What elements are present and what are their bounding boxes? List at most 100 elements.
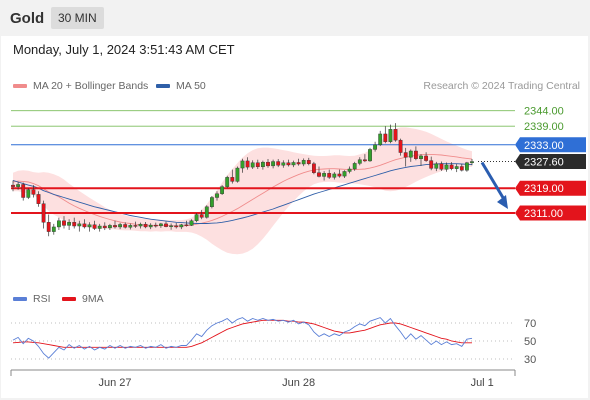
rsi-ma-swatch	[62, 297, 76, 301]
candle-body	[194, 214, 199, 221]
candle-body	[306, 160, 311, 164]
candle-body	[337, 173, 342, 177]
level-label-5: 2311.00	[524, 208, 563, 220]
candle-body	[143, 223, 148, 228]
candle-body	[82, 223, 87, 228]
rsi-tick-label: 30	[524, 354, 536, 366]
candle-body	[230, 177, 235, 182]
rsi-line	[12, 317, 473, 359]
candle-body	[357, 159, 362, 164]
candle-body	[92, 224, 97, 229]
candle-body	[245, 160, 250, 168]
level-tag-5	[515, 205, 586, 221]
forecast-arrow-shaft	[480, 161, 507, 202]
candle-body	[87, 224, 92, 228]
candle-body	[271, 161, 275, 167]
legend-rsi-label: RSI	[33, 293, 51, 305]
candle-body	[123, 224, 128, 228]
timeframe-button[interactable]: 30 MIN	[51, 7, 104, 29]
candle-body	[266, 161, 270, 167]
candle-body	[204, 206, 209, 218]
candle-body	[41, 203, 46, 223]
candle-body	[255, 162, 260, 168]
top-bar: Gold 30 MIN	[0, 0, 590, 36]
ma50-line	[12, 163, 473, 224]
candle-body	[189, 220, 194, 226]
candle-body	[429, 160, 434, 169]
candle-body	[158, 223, 163, 226]
candle-body	[439, 163, 444, 170]
candle-body	[434, 163, 439, 169]
candle-body	[332, 173, 337, 178]
x-tick-label: Jun 27	[98, 377, 131, 389]
candle-body	[342, 171, 347, 177]
candle-body	[113, 225, 117, 228]
candle-body	[235, 167, 240, 182]
candle-body	[118, 224, 123, 228]
credit-text: Research © 2024 Trading Central	[423, 80, 580, 92]
candle-body	[286, 162, 291, 166]
level-label-0: 2344.00	[524, 106, 564, 118]
candle-body	[225, 177, 230, 187]
x-tick-label: Jul 1	[471, 377, 494, 389]
candle-body	[153, 224, 158, 227]
candle-body	[184, 224, 189, 226]
candle-body	[107, 225, 112, 229]
candle-body	[301, 160, 306, 165]
legend-ma50: MA 50	[156, 80, 206, 92]
candle-body	[240, 160, 245, 169]
candle-body	[465, 162, 469, 171]
candle-body	[393, 129, 398, 141]
candle-body	[444, 164, 449, 170]
candle-body	[128, 225, 133, 228]
candle-body	[459, 166, 464, 171]
candle-body	[352, 163, 357, 170]
candle-body	[77, 223, 82, 227]
legend-bb: MA 20 + Bollinger Bands	[13, 80, 148, 92]
ma50-swatch	[156, 84, 170, 88]
candle-body	[57, 220, 61, 228]
rsi-ma-line	[12, 319, 472, 348]
legend-rsi-ma-label: 9MA	[82, 293, 104, 305]
candle-body	[250, 162, 255, 168]
candle-body	[62, 220, 66, 226]
candle-body	[403, 152, 408, 158]
candle-body	[424, 155, 428, 161]
candle-body	[388, 129, 393, 142]
candle-body	[378, 133, 383, 145]
candle-body	[470, 161, 474, 163]
symbol-title: Gold	[10, 10, 45, 27]
candle-body	[72, 222, 77, 227]
candle-body	[317, 172, 321, 177]
candle-body	[363, 159, 367, 162]
level-label-3: 2327.60	[524, 157, 564, 169]
candle-body	[179, 224, 184, 228]
candle-body	[36, 194, 41, 204]
candle-body	[220, 186, 224, 194]
level-tag-3	[515, 154, 586, 170]
candle-body	[67, 222, 72, 226]
candle-body	[16, 184, 20, 187]
x-tick-label: Jun 28	[282, 377, 315, 389]
rsi-tick-label: 70	[524, 318, 536, 330]
candle-body	[209, 197, 214, 208]
candle-body	[368, 149, 372, 162]
bollinger-band	[13, 127, 472, 255]
candle-body	[373, 144, 377, 150]
forecast-arrow-head	[497, 195, 508, 209]
candle-body	[138, 223, 143, 227]
candle-body	[261, 161, 265, 168]
candle-body	[97, 225, 102, 229]
candle-body	[408, 150, 413, 158]
candle-body	[291, 162, 296, 166]
candle-body	[11, 184, 15, 187]
level-label-4: 2319.00	[524, 183, 564, 195]
candle-body	[46, 222, 51, 232]
candle-body	[164, 223, 168, 227]
candle-body	[215, 193, 219, 198]
candle-body	[322, 173, 326, 177]
candle-body	[31, 189, 36, 195]
rsi-tick-label: 50	[524, 336, 536, 348]
level-tag-2	[515, 137, 586, 153]
level-label-1: 2339.00	[524, 121, 564, 133]
